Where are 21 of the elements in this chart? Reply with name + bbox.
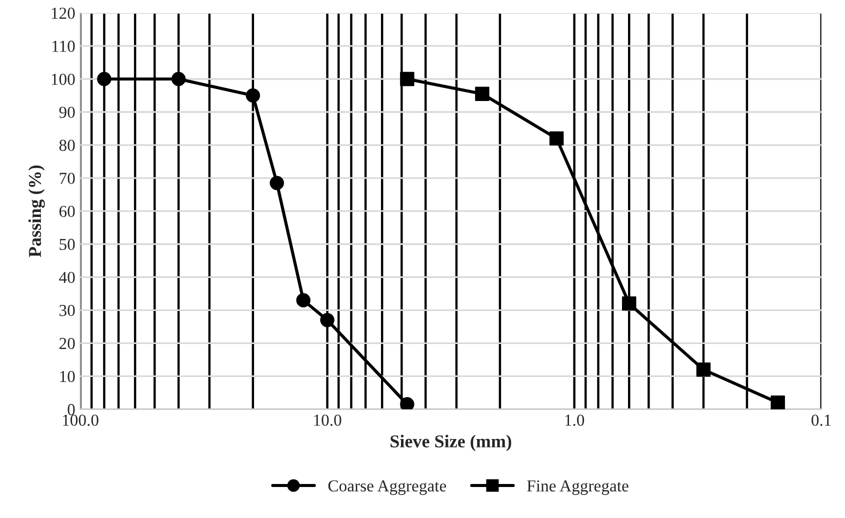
y-tick-label: 70 xyxy=(60,172,75,184)
y-tick-label: 0 xyxy=(68,404,75,416)
legend-label: Coarse Aggregate xyxy=(328,480,446,495)
x-tick-label: 100.0 xyxy=(62,414,98,426)
x-tick-label: 10.0 xyxy=(314,414,342,426)
x-tick-label: 0.1 xyxy=(812,414,831,426)
y-tick-label: 50 xyxy=(60,238,75,250)
y-tick-label: 120 xyxy=(52,8,75,19)
y-axis-title: Passing (%) xyxy=(28,165,45,258)
y-tick-label: 100 xyxy=(52,74,75,85)
y-tick-label: 110 xyxy=(52,40,75,52)
y-tick-label: 30 xyxy=(60,304,75,316)
y-tick-label: 10 xyxy=(60,370,75,382)
y-tick-label: 20 xyxy=(59,338,75,350)
legend-label: Fine Aggregate xyxy=(527,480,628,495)
x-axis-title: Sieve Size (mm) xyxy=(390,434,512,452)
y-tick-label: 60 xyxy=(59,206,75,218)
y-tick-label: 40 xyxy=(59,272,75,284)
y-tick-label: 90 xyxy=(59,106,75,118)
y-tick-label: 80 xyxy=(59,140,75,151)
x-tick-label: 1.0 xyxy=(565,414,584,426)
